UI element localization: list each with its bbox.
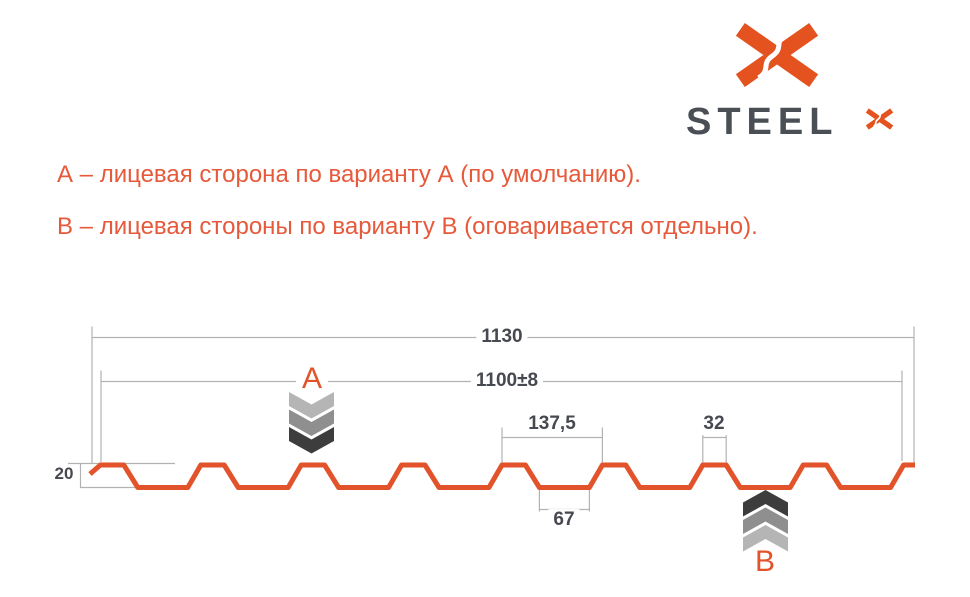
dim-cover-width-label: 1100±8 bbox=[470, 370, 544, 392]
profile-outline bbox=[88, 462, 915, 490]
dim-valley-width-label: 67 bbox=[548, 509, 580, 531]
variant-a-letter: A bbox=[295, 364, 329, 394]
steelx-logo-icon bbox=[735, 22, 819, 88]
note-variant-a: А – лицевая сторона по варианту А (по ум… bbox=[57, 161, 641, 188]
dim-overall-width-label: 1130 bbox=[476, 326, 528, 348]
note-variant-b: В – лицевая стороны по варианту В (огова… bbox=[57, 213, 758, 240]
dim-rib-top-width-label: 32 bbox=[698, 413, 730, 435]
variant-b-chevrons-icon bbox=[743, 490, 788, 552]
variant-a-chevrons-icon bbox=[289, 392, 334, 454]
dim-rib-pitch-label: 137,5 bbox=[523, 413, 581, 435]
dim-profile-height-label: 20 bbox=[54, 464, 74, 484]
variant-b-letter: B bbox=[754, 545, 776, 578]
logo-wordmark: STEEL bbox=[686, 101, 839, 143]
